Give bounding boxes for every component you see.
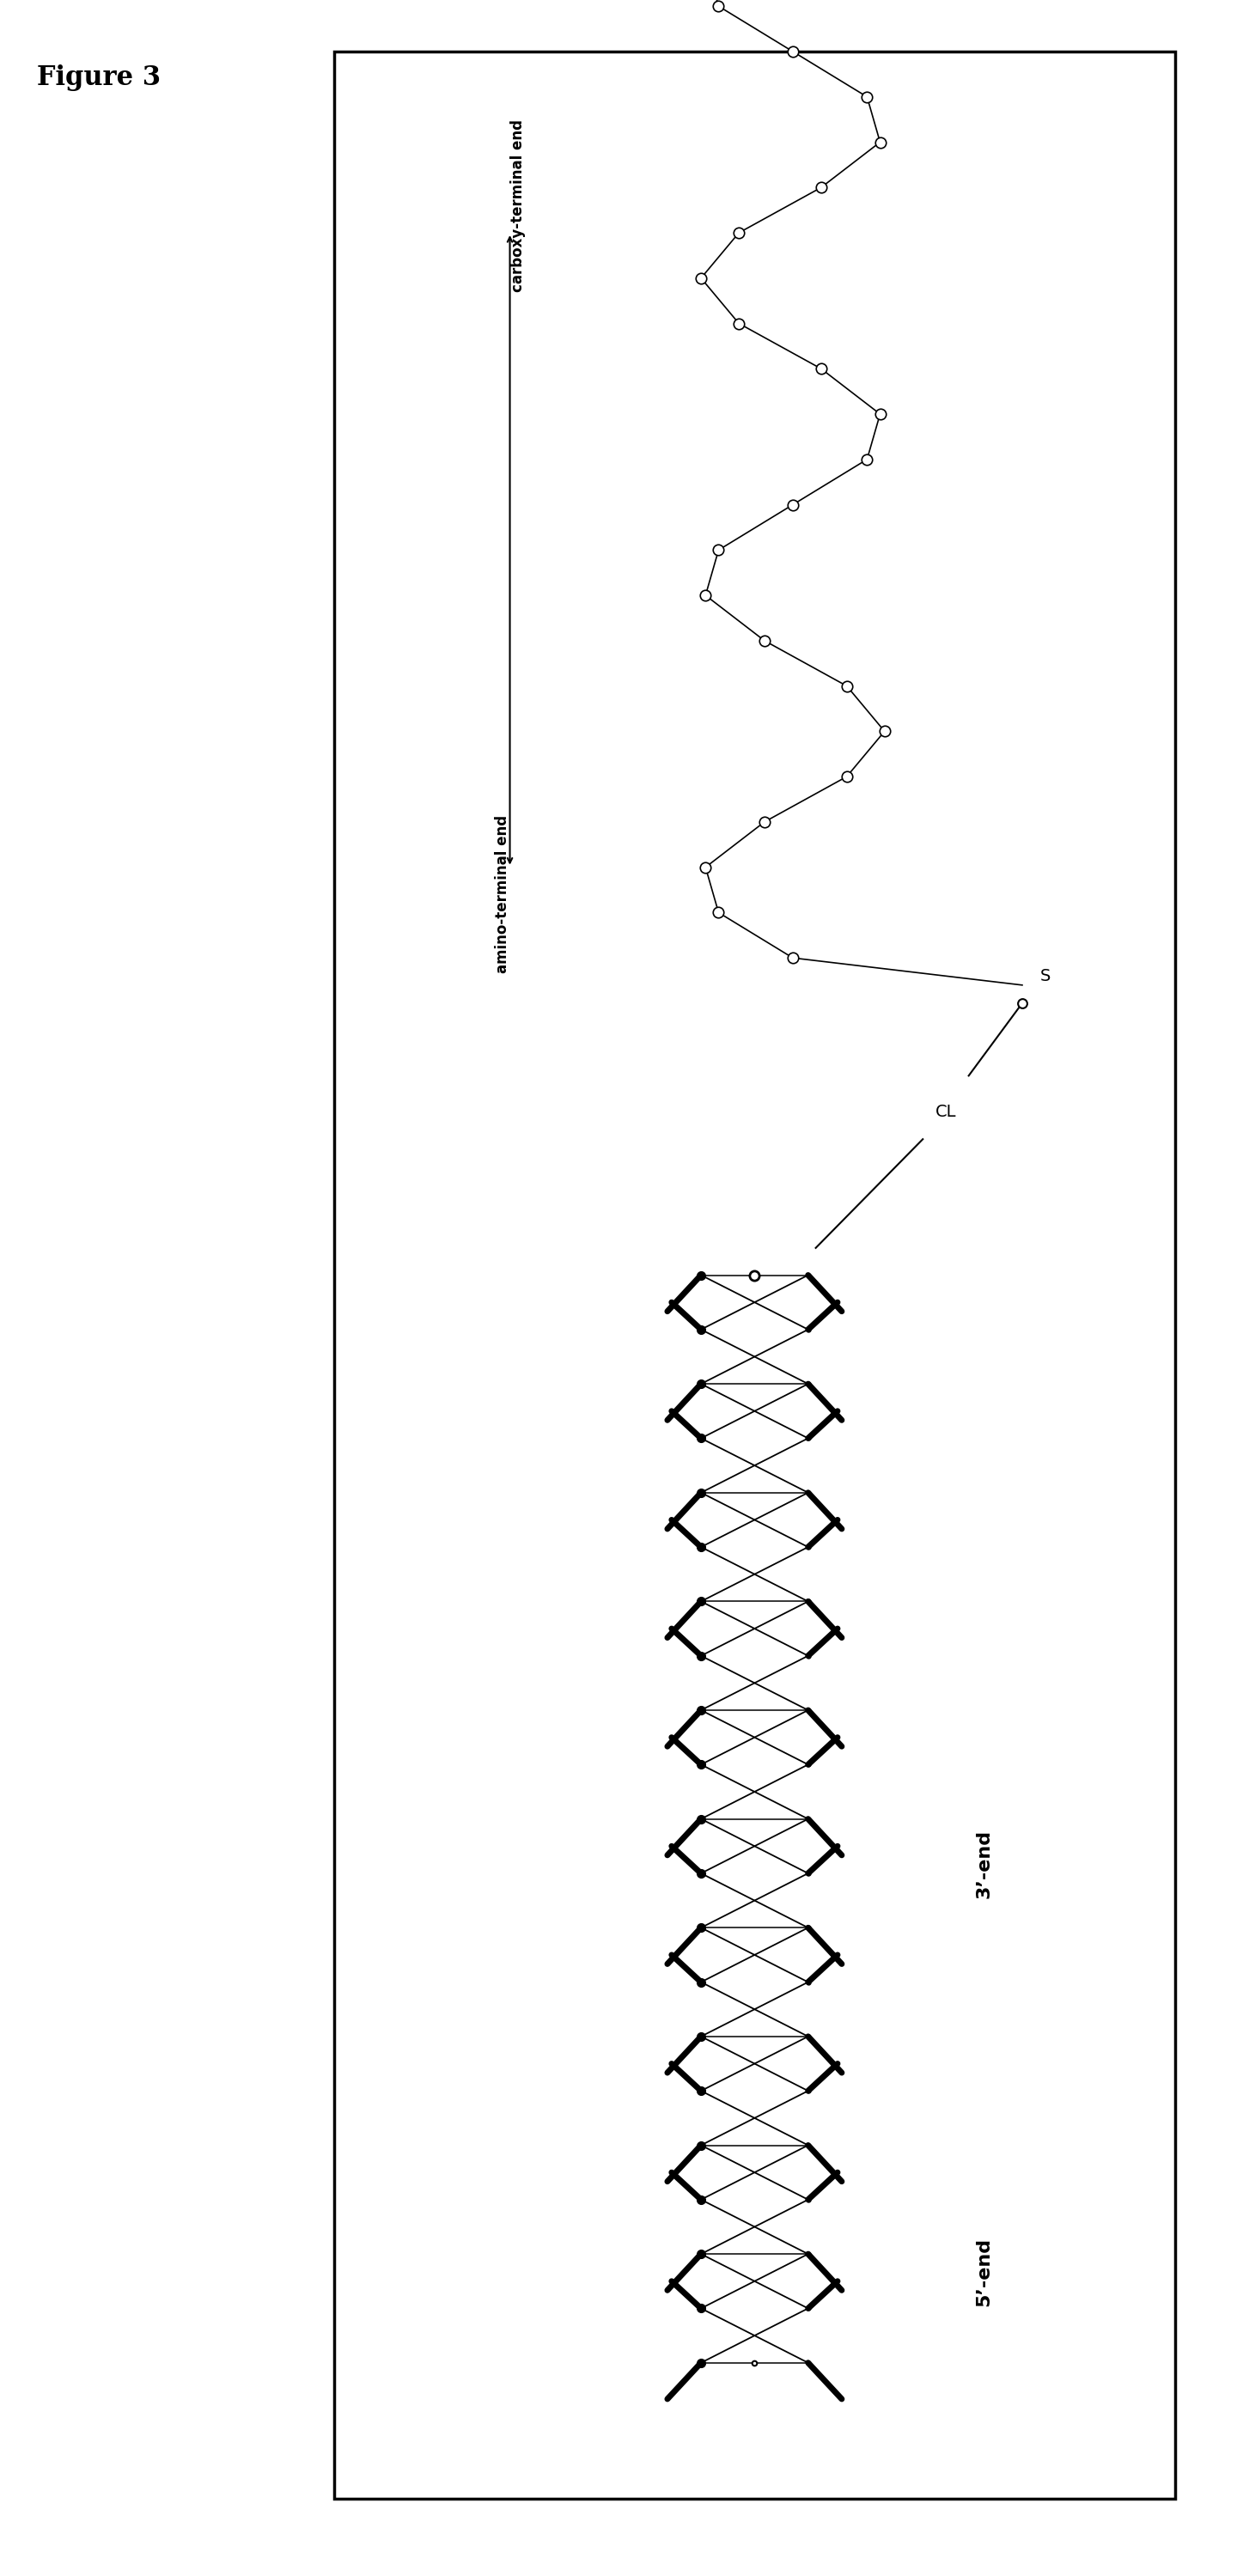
Point xyxy=(837,665,857,706)
Point xyxy=(798,1852,818,1893)
Point xyxy=(798,2233,818,2275)
Point xyxy=(691,2017,711,2058)
Point xyxy=(755,621,774,662)
Point xyxy=(745,2342,764,2383)
Point xyxy=(870,394,889,435)
Point xyxy=(798,2179,818,2221)
Point xyxy=(798,1582,818,1623)
Point xyxy=(691,2287,711,2329)
Point xyxy=(691,1471,711,1512)
Point xyxy=(709,531,729,572)
Point xyxy=(837,755,857,796)
Text: CL: CL xyxy=(935,1103,956,1121)
Point xyxy=(783,938,803,979)
Point xyxy=(798,2017,818,2058)
Point xyxy=(783,484,803,526)
Point xyxy=(798,2071,818,2112)
Point xyxy=(729,211,748,252)
Point xyxy=(798,1960,818,2002)
Point xyxy=(691,2233,711,2275)
Point xyxy=(691,1852,711,1893)
Point xyxy=(691,1636,711,1677)
Point xyxy=(798,1528,818,1569)
Point xyxy=(798,1363,818,1404)
Point xyxy=(691,2179,711,2221)
Point xyxy=(691,1417,711,1458)
Text: 3’-end: 3’-end xyxy=(976,1829,992,1899)
Text: amino-terminal end: amino-terminal end xyxy=(495,817,510,974)
Point xyxy=(798,2125,818,2166)
Point xyxy=(798,2287,818,2329)
Point xyxy=(695,574,715,616)
Text: Figure 3: Figure 3 xyxy=(37,64,161,90)
Point xyxy=(691,1309,711,1350)
Point xyxy=(811,348,831,389)
Point xyxy=(745,1255,764,1296)
Point xyxy=(870,121,889,162)
Point xyxy=(695,848,715,889)
Point xyxy=(798,1690,818,1731)
Point xyxy=(709,891,729,933)
Point xyxy=(1012,981,1032,1023)
Point xyxy=(691,1363,711,1404)
Point xyxy=(691,1582,711,1623)
Point xyxy=(811,167,831,209)
Point xyxy=(783,31,803,72)
Point xyxy=(755,801,774,842)
Point xyxy=(691,2342,711,2383)
Point xyxy=(798,1309,818,1350)
Point xyxy=(691,1960,711,2002)
Point xyxy=(798,2342,818,2383)
Point xyxy=(691,1528,711,1569)
Point xyxy=(798,1906,818,1947)
Point xyxy=(798,1744,818,1785)
Point xyxy=(798,1636,818,1677)
Point xyxy=(729,304,748,345)
Point xyxy=(691,1690,711,1731)
Point xyxy=(875,711,894,752)
Point xyxy=(691,1798,711,1839)
Point xyxy=(691,1906,711,1947)
Point xyxy=(709,0,729,26)
Point xyxy=(691,258,711,299)
Text: S: S xyxy=(1040,969,1050,984)
Text: 5’-end: 5’-end xyxy=(976,2239,992,2306)
Text: carboxy-terminal end: carboxy-terminal end xyxy=(510,118,526,291)
Point xyxy=(857,77,877,118)
Point xyxy=(691,1744,711,1785)
Point xyxy=(691,2071,711,2112)
Point xyxy=(857,438,877,479)
Point xyxy=(798,1255,818,1296)
Bar xyxy=(334,52,1175,2499)
Point xyxy=(798,1798,818,1839)
Point xyxy=(691,1255,711,1296)
Point xyxy=(798,1417,818,1458)
Point xyxy=(691,2125,711,2166)
Point xyxy=(798,1471,818,1512)
